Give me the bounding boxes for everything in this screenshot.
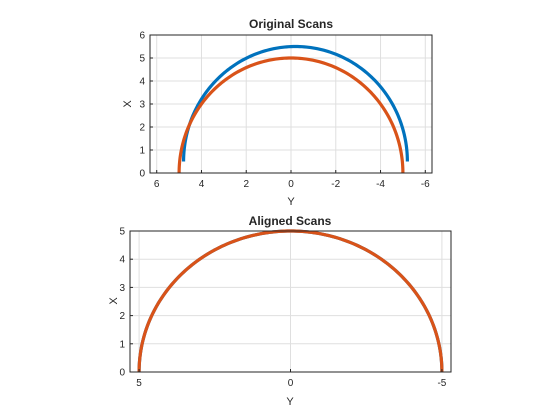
series-line-2 [177,56,405,174]
y-tick-label: 0 [119,368,125,379]
x-tick-label: 0 [288,378,294,389]
y-tick-label: 1 [119,339,125,350]
subplot-original-scans: 6 4 2 0 -2 -4 -6 0 1 2 3 4 5 6 Original Scans Y X [122,17,433,208]
y-axis-label: X [122,100,134,108]
y-tick-label: 3 [119,283,125,294]
x-tick-label: 2 [243,179,249,190]
y-tick-label: 2 [119,311,125,322]
y-tick-label: 0 [139,169,145,180]
x-axis-label: Y [286,396,294,408]
x-tick-label: -5 [437,378,446,389]
y-tick-label: 2 [139,123,145,134]
x-axis-label: Y [287,196,295,208]
y-tick-label: 4 [139,77,145,88]
y-tick-label: 4 [119,255,125,266]
chart-title: Original Scans [249,17,333,31]
series-line-1 [181,44,409,162]
y-tick-label: 1 [139,146,145,157]
y-axis-label: X [108,297,120,305]
x-tick-label: 0 [288,179,294,190]
x-tick-label: 5 [136,378,142,389]
tick-labels: 6 4 2 0 -2 -4 -6 0 1 2 3 4 5 6 [139,31,430,191]
axes-box [129,230,452,373]
x-tick-label: 6 [154,179,160,190]
chart-title: Aligned Scans [249,214,332,228]
series-lines [177,44,409,174]
y-tick-label: 5 [119,227,125,238]
axes-box [149,34,433,174]
y-tick-label: 6 [139,31,145,42]
y-tick-label: 5 [139,54,145,65]
x-tick-label: -2 [331,179,340,190]
x-tick-label: 4 [199,179,205,190]
x-tick-label: -6 [421,179,430,190]
x-tick-label: -4 [376,179,385,190]
y-tick-label: 3 [139,100,145,111]
